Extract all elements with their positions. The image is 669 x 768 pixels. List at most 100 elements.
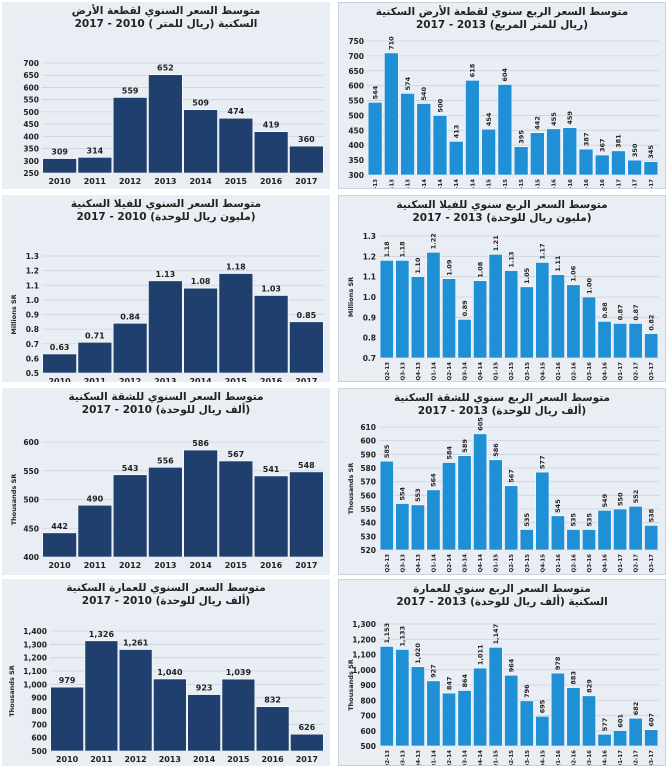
panel-land-quarterly: متوسط السعر الربع سنوي لقطعة الأرض السكن…: [338, 2, 666, 189]
data-label: 0.84: [120, 312, 140, 321]
bar: [519, 700, 534, 747]
data-label: 454: [485, 112, 493, 126]
bar: [148, 74, 183, 174]
y-tick-label: 0.5: [26, 369, 39, 378]
y-tick-label: 0.9: [363, 313, 376, 322]
x-tick-label: 2016: [261, 755, 284, 764]
y-tick-label: 700: [360, 712, 376, 721]
x-tick-label: 2013: [154, 561, 176, 570]
bar: [442, 278, 456, 359]
chart-villa-annual: 0.5 0.6 0.7 0.8 0.9 1.0 1.1 1.2 1.3 Millions SR 0.…: [10, 252, 324, 382]
bar: [442, 462, 456, 551]
bar: [628, 717, 643, 747]
x-tick-label: 2017: [295, 377, 317, 382]
y-tick-label: 350: [23, 145, 39, 154]
data-label: 567: [228, 450, 245, 459]
data-label: 556: [157, 456, 174, 465]
data-label: 1,326: [89, 630, 115, 639]
bar: [594, 154, 610, 176]
y-tick-label: 800: [360, 696, 376, 705]
y-tick-label: 400: [23, 132, 39, 141]
data-label: 540: [420, 86, 428, 100]
x-tick-label: Q1-15: [494, 362, 500, 381]
data-label: 710: [388, 36, 396, 50]
x-tick-label: Q3-13: [400, 750, 406, 766]
bar: [218, 273, 254, 374]
x-tick-label: Q1-14: [431, 554, 437, 573]
x-tick-label: Q3-16: [587, 362, 593, 381]
data-label: 1.03: [261, 284, 281, 293]
bar: [582, 529, 596, 551]
data-label: 1.18: [399, 241, 407, 258]
data-label: 1,040: [157, 668, 183, 677]
x-tick-label: Q2-17: [634, 554, 640, 573]
y-tick-label: 560: [360, 491, 376, 500]
x-tick-label: Q2-17: [633, 179, 639, 189]
data-label: 1,153: [383, 623, 391, 644]
x-tick-label: Q3-16: [584, 179, 590, 189]
y-tick-label: 540: [360, 519, 376, 528]
bar: [290, 733, 324, 752]
y-tick-label: 1,300: [23, 640, 47, 649]
y-tick-label: 1.1: [26, 281, 39, 290]
bar: [218, 460, 254, 558]
bar: [183, 287, 218, 374]
y-tick-label: 0.7: [26, 340, 39, 349]
data-label: 585: [383, 444, 391, 458]
x-tick-label: Q4-14: [478, 750, 484, 766]
bar: [118, 649, 153, 752]
x-tick-label: 2013: [154, 377, 176, 382]
data-label: 509: [192, 99, 209, 108]
bar: [289, 471, 324, 558]
y-axis-label: Thousands SR: [347, 659, 355, 711]
x-tick-label: Q2-16: [568, 179, 574, 189]
x-tick-label: 2014: [189, 377, 212, 382]
x-tick-label: Q1-16: [556, 554, 562, 573]
x-tick-label: Q3-17: [649, 179, 655, 189]
x-tick-label: Q2-15: [509, 750, 515, 766]
y-tick-label: 550: [23, 467, 39, 476]
x-tick-label: 2010: [48, 177, 71, 186]
x-tick-label: Q1-14: [422, 179, 428, 189]
y-tick-label: 500: [360, 742, 376, 751]
y-tick-label: 300: [23, 157, 39, 166]
y-tick-label: 590: [360, 450, 376, 459]
x-tick-label: Q2-14: [438, 179, 444, 189]
y-tick-label: 500: [31, 747, 47, 756]
y-tick-label: 1.0: [363, 293, 376, 302]
data-label: 314: [87, 146, 104, 155]
bar: [465, 80, 480, 176]
x-tick-label: Q2-13: [385, 750, 391, 766]
y-tick-label: 0.9: [26, 311, 39, 320]
x-tick-label: 2015: [225, 377, 248, 382]
bar: [628, 323, 643, 359]
y-tick-label: 650: [23, 71, 39, 80]
x-tick-label: Q4-13: [416, 554, 422, 573]
bar: [546, 128, 561, 176]
bar: [289, 145, 324, 174]
data-label: 554: [399, 486, 407, 500]
data-label: 1,039: [226, 668, 252, 677]
x-tick-label: Q3-17: [649, 362, 655, 381]
y-tick-label: 600: [23, 438, 39, 447]
bar: [613, 323, 628, 359]
data-label: 564: [430, 473, 438, 487]
x-tick-label: 2015: [225, 177, 248, 186]
x-tick-label: Q2-15: [509, 554, 515, 573]
y-tick-label: 700: [31, 720, 47, 729]
data-label: 419: [263, 121, 280, 130]
data-label: 605: [476, 417, 484, 431]
x-tick-label: Q1-14: [431, 750, 437, 766]
x-tick-label: 2017: [295, 561, 317, 570]
y-tick-label: 570: [360, 478, 376, 487]
x-tick-label: 2012: [119, 177, 141, 186]
y-tick-label: 610: [360, 423, 376, 432]
data-label: 883: [570, 671, 578, 685]
bar: [566, 687, 581, 747]
bar: [613, 730, 628, 747]
data-label: 0.89: [461, 300, 469, 317]
bar: [367, 102, 383, 176]
y-tick-label: 700: [23, 59, 39, 68]
y-tick-label: 800: [31, 707, 47, 716]
data-label: 350: [631, 143, 639, 157]
